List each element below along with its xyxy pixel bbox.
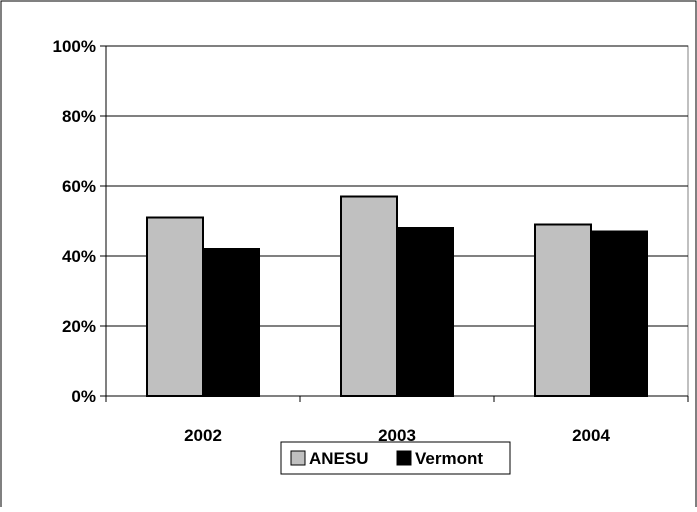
y-axis: 0% 20% 40% 60% 80% 100% xyxy=(53,37,107,406)
y-tick-label: 40% xyxy=(62,247,96,266)
legend-label-anesu: ANESU xyxy=(309,449,369,468)
bar-vermont-2004 xyxy=(590,230,648,397)
bar-vermont-2002 xyxy=(202,248,260,397)
legend: ANESU Vermont xyxy=(280,441,511,475)
y-tick-label: 0% xyxy=(71,387,96,406)
bar-vermont-2003 xyxy=(396,227,454,397)
legend-box xyxy=(280,441,511,475)
legend-swatch-vermont xyxy=(396,450,412,466)
bar-anesu-2004 xyxy=(534,223,592,397)
bar-anesu-2002 xyxy=(146,216,204,397)
y-tick-label: 80% xyxy=(62,107,96,126)
legend-swatch-anesu xyxy=(290,450,306,466)
y-tick-label: 20% xyxy=(62,317,96,336)
legend-label-vermont: Vermont xyxy=(415,449,483,468)
y-tick-label: 60% xyxy=(62,177,96,196)
bar-anesu-2003 xyxy=(340,195,398,397)
y-tick-label: 100% xyxy=(53,37,96,56)
x-tick-label: 2002 xyxy=(184,426,222,445)
x-tick-label: 2004 xyxy=(572,426,610,445)
x-axis: 2002 2003 2004 xyxy=(105,395,689,445)
x-tick-label: 2003 xyxy=(378,426,416,445)
